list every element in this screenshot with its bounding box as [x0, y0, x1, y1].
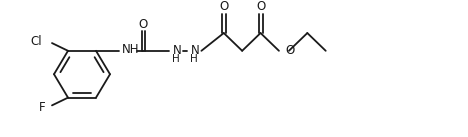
Text: O: O	[219, 0, 228, 13]
Text: O: O	[256, 0, 265, 13]
Text: H: H	[172, 54, 180, 64]
Text: Cl: Cl	[30, 35, 42, 48]
Text: F: F	[39, 101, 46, 114]
Text: NH: NH	[121, 43, 139, 56]
Text: H: H	[190, 54, 198, 64]
Text: N: N	[190, 44, 199, 57]
Text: O: O	[139, 18, 148, 31]
Text: N: N	[172, 44, 181, 57]
Text: O: O	[285, 44, 294, 57]
